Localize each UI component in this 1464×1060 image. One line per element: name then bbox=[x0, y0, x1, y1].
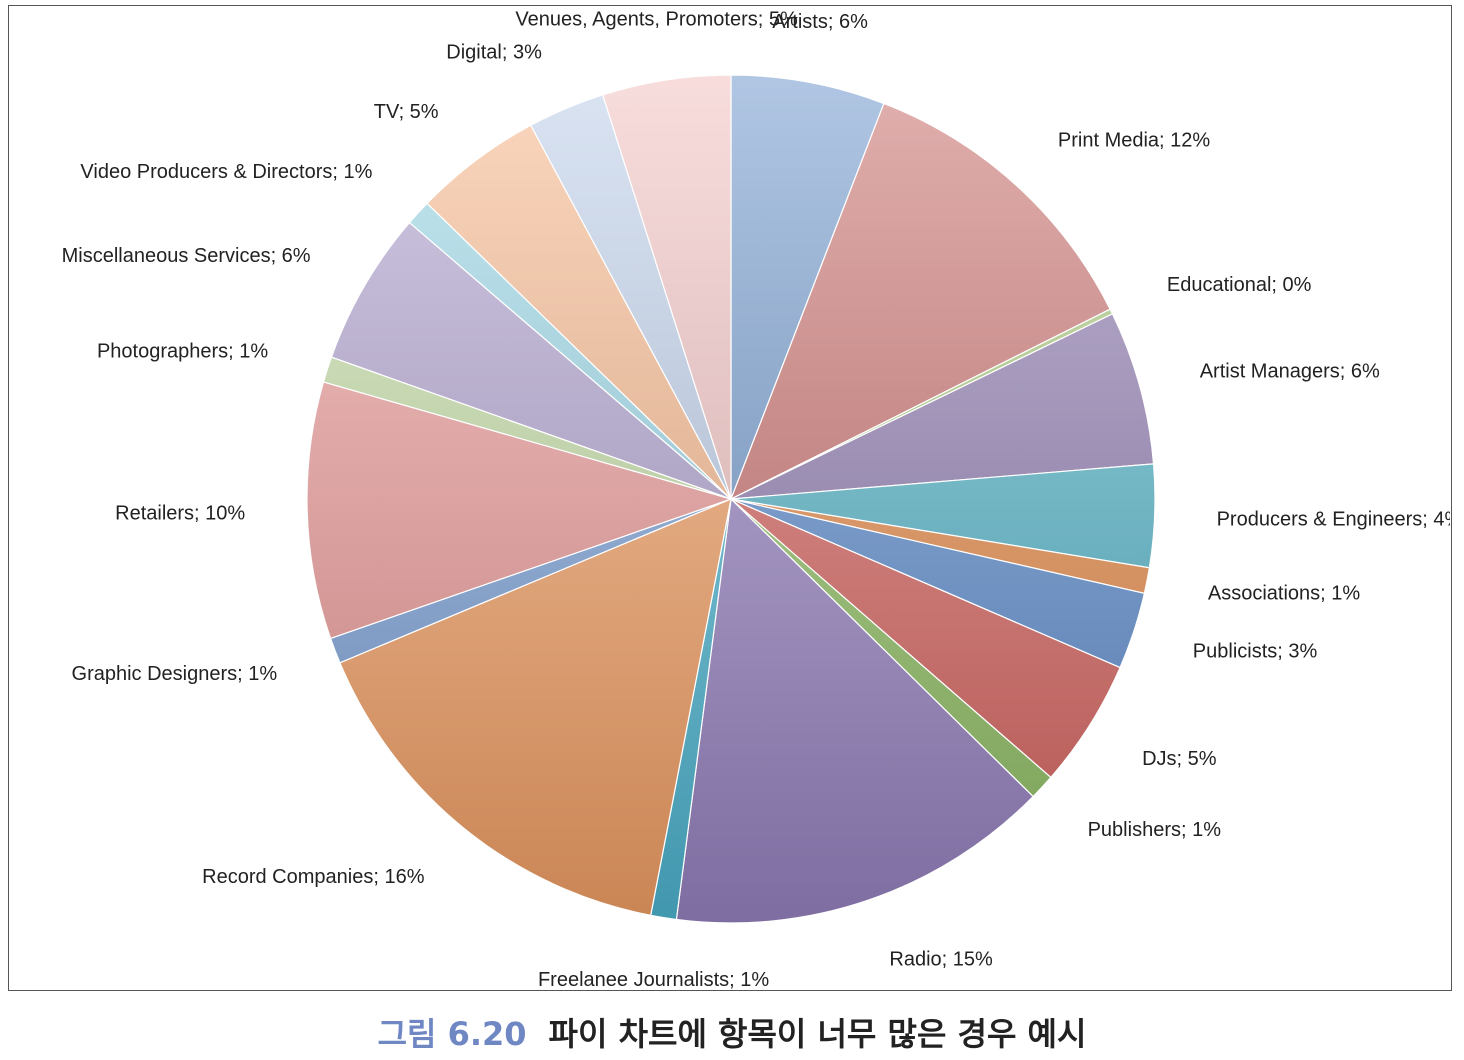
figure-caption: 그림 6.20 파이 차트에 항목이 너무 많은 경우 예시 bbox=[0, 1012, 1464, 1056]
pie-slice bbox=[339, 498, 732, 917]
pie-slice bbox=[730, 74, 885, 500]
slice-label: Digital; 3% bbox=[446, 41, 542, 63]
pie-slice bbox=[729, 102, 1111, 501]
pie-slice bbox=[330, 221, 732, 500]
slice-label: Artist Managers; 6% bbox=[1200, 361, 1380, 383]
pie-slice bbox=[601, 74, 732, 500]
slice-label: Record Companies; 16% bbox=[202, 866, 425, 888]
slice-label: Publicists; 3% bbox=[1193, 640, 1318, 662]
slice-label: Producers & Engineers; 4% bbox=[1217, 508, 1450, 530]
slice-label: Retailers; 10% bbox=[115, 502, 245, 524]
slice-label: Photographers; 1% bbox=[97, 341, 268, 363]
pie-slice bbox=[306, 381, 733, 640]
slice-label: Radio; 15% bbox=[889, 949, 993, 971]
pie-slices bbox=[306, 74, 1156, 924]
chart-frame: Artists; 6% Print Media; 12% Educational; … bbox=[8, 5, 1452, 991]
slice-label: Graphic Designers; 1% bbox=[72, 663, 278, 685]
pie-labels: Artists; 6% Print Media; 12% Educational; … bbox=[62, 9, 1450, 989]
slice-label: Publishers; 1% bbox=[1088, 819, 1222, 841]
slice-label: Educational; 0% bbox=[1167, 274, 1312, 296]
figure-number: 그림 6.20 bbox=[377, 1015, 527, 1053]
pie-slice bbox=[675, 497, 1034, 924]
slice-label: Artists; 6% bbox=[772, 11, 868, 33]
figure-caption-text: 파이 차트에 항목이 너무 많은 경우 예시 bbox=[548, 1015, 1087, 1053]
slice-label: DJs; 5% bbox=[1142, 748, 1217, 770]
slice-label: Video Producers & Directors; 1% bbox=[80, 161, 372, 183]
pie-chart: Artists; 6% Print Media; 12% Educational; … bbox=[62, 9, 1450, 989]
slice-label: Print Media; 12% bbox=[1058, 129, 1211, 151]
slice-label: Associations; 1% bbox=[1208, 583, 1361, 605]
slice-label: Miscellaneous Services; 6% bbox=[62, 245, 311, 267]
slice-label: TV; 5% bbox=[374, 101, 439, 123]
slice-label: Freelanee Journalists; 1% bbox=[538, 969, 769, 989]
slice-label: Venues, Agents, Promoters; 5% bbox=[515, 9, 798, 31]
pie-slice bbox=[730, 313, 1155, 500]
